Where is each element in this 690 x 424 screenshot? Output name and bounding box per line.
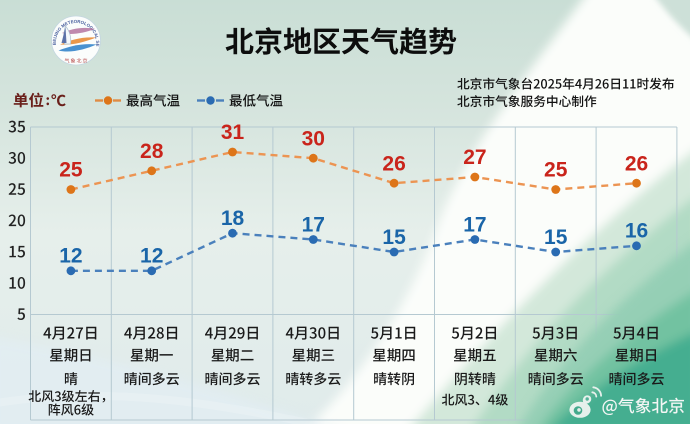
svg-text:16: 16 (625, 220, 648, 243)
svg-text:28: 28 (140, 140, 164, 163)
svg-text:18: 18 (221, 207, 245, 230)
svg-text:25: 25 (59, 159, 83, 182)
svg-text:12: 12 (59, 245, 82, 268)
svg-text:17: 17 (463, 213, 486, 236)
svg-text:26: 26 (382, 152, 405, 175)
svg-text:17: 17 (302, 213, 325, 236)
svg-text:15: 15 (544, 226, 568, 249)
svg-text:15: 15 (382, 226, 406, 249)
svg-text:30: 30 (302, 127, 325, 150)
svg-text:27: 27 (463, 146, 486, 169)
svg-text:26: 26 (625, 152, 648, 175)
svg-text:25: 25 (544, 159, 568, 182)
svg-text:12: 12 (140, 245, 163, 268)
svg-text:31: 31 (221, 121, 245, 144)
